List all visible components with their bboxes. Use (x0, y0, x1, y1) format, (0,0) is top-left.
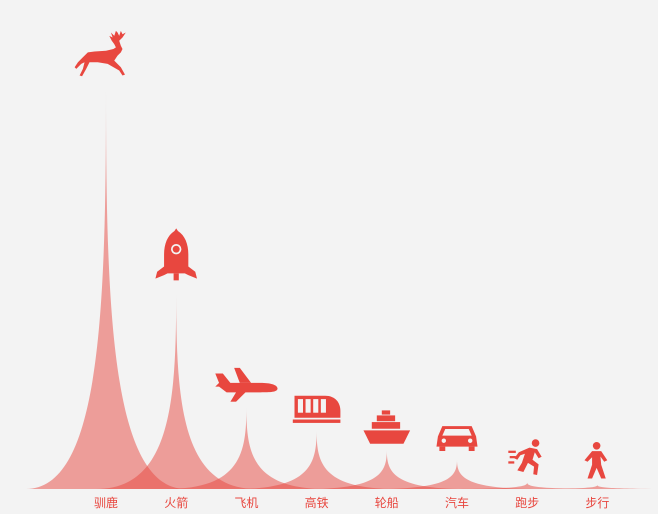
tick-label: 火箭 (164, 495, 188, 510)
tick-label: 驯鹿 (94, 495, 118, 510)
spike-4 (236, 430, 397, 489)
spike-5 (306, 450, 467, 489)
rocket-icon (155, 228, 197, 281)
spike-2 (96, 294, 257, 489)
airplane-icon (215, 367, 278, 402)
spike-3 (166, 407, 327, 489)
ship-icon (363, 410, 411, 444)
reindeer-icon (74, 30, 126, 77)
spike-6 (377, 459, 537, 489)
tick-label: 跑步 (515, 496, 539, 510)
tick-label: 飞机 (234, 496, 258, 510)
train-icon (292, 395, 341, 423)
spike-1 (26, 90, 186, 489)
tick-label: 汽车 (445, 495, 469, 510)
running-icon (508, 439, 542, 475)
tick-label: 步行 (585, 496, 609, 510)
spike-8 (517, 485, 658, 489)
walking-icon (584, 442, 608, 479)
car-icon (436, 426, 478, 452)
spike-7 (447, 482, 608, 489)
tick-label: 高铁 (305, 495, 329, 510)
tick-label: 轮船 (375, 496, 399, 510)
